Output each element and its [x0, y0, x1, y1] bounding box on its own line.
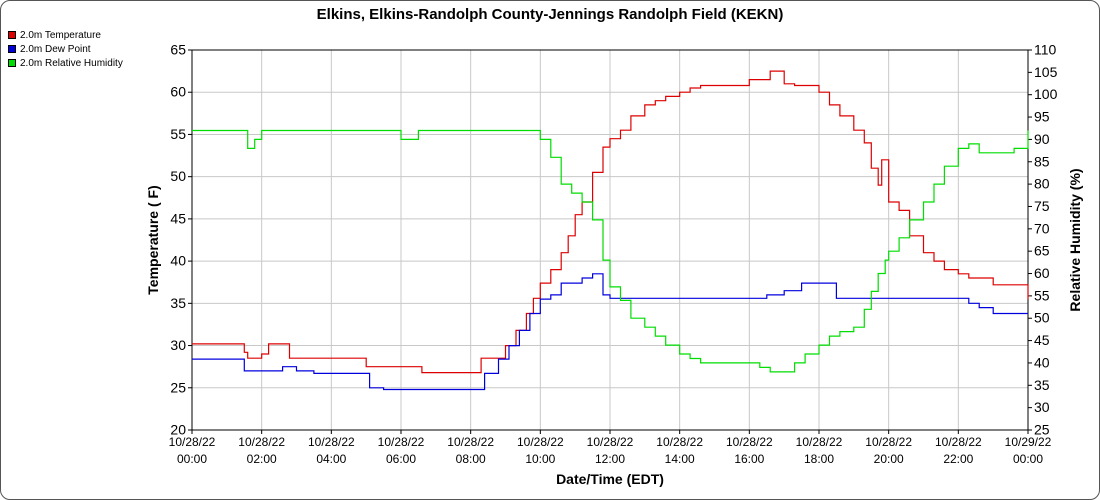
x-tick-label-time: 22:00	[943, 452, 973, 466]
2-0m-relative-humidity-line	[192, 129, 1029, 373]
y-left-tick-label: 50	[170, 168, 186, 184]
x-tick-label-date: 10/28/22	[656, 435, 703, 449]
x-tick-label-date: 10/28/22	[865, 435, 912, 449]
y-right-tick-label: 35	[1034, 377, 1050, 393]
y-right-tick-label: 80	[1034, 176, 1050, 192]
series-lines	[192, 70, 1029, 391]
legend-label-dew-point: 2.0m Dew Point	[20, 43, 91, 55]
x-tick-label-time: 08:00	[456, 452, 486, 466]
chart-title: Elkins, Elkins-Randolph County-Jennings …	[317, 6, 784, 23]
y-right-tick-label: 85	[1034, 153, 1050, 169]
x-tick-label-time: 12:00	[595, 452, 625, 466]
relative-humidity-swatch	[8, 59, 16, 67]
x-tick-label-date: 10/29/22	[1005, 435, 1052, 449]
x-tick-label-date: 10/28/22	[308, 435, 355, 449]
y-axis-right-label: Relative Humidity (%)	[1067, 168, 1083, 311]
y-right-tick-label: 30	[1034, 399, 1050, 415]
2-0m-dew-point-line	[192, 273, 1028, 391]
legend-item-temperature: 2.0m Temperature	[8, 28, 123, 42]
x-tick-label-time: 20:00	[874, 452, 904, 466]
y-right-tick-label: 90	[1034, 131, 1050, 147]
y-right-tick-label: 65	[1034, 243, 1050, 259]
temperature-swatch	[8, 31, 16, 39]
y-left-tick-label: 55	[170, 126, 186, 142]
y-right-tick-label: 100	[1034, 86, 1058, 102]
x-tick-label-date: 10/28/22	[169, 435, 216, 449]
x-tick-label-time: 14:00	[665, 452, 695, 466]
2-0m-temperature-line	[192, 70, 1029, 374]
y-left-tick-label: 40	[170, 253, 186, 269]
legend: 2.0m Temperature 2.0m Dew Point 2.0m Rel…	[8, 28, 123, 70]
y-right-tick-label: 40	[1034, 354, 1050, 370]
x-tick-label-date: 10/28/22	[517, 435, 564, 449]
y-right-tick-label: 50	[1034, 310, 1050, 326]
x-axis-label: Date/Time (EDT)	[556, 471, 664, 487]
x-tick-label-time: 18:00	[804, 452, 834, 466]
y-left-tick-label: 35	[170, 295, 186, 311]
legend-item-dew-point: 2.0m Dew Point	[8, 42, 123, 56]
y-left-tick-label: 45	[170, 210, 186, 226]
x-tick-label-time: 16:00	[734, 452, 764, 466]
axes: 10/28/22 00:00 10/28/22 02:00 10/28/22 04:00 1…	[169, 42, 1058, 467]
y-right-tick-label: 45	[1034, 332, 1050, 348]
y-left-tick-label: 30	[170, 337, 186, 353]
y-right-tick-label: 70	[1034, 220, 1050, 236]
x-tick-label-time: 00:00	[177, 452, 207, 466]
y-right-tick-label: 25	[1034, 422, 1050, 438]
x-tick-label-time: 04:00	[316, 452, 346, 466]
x-tick-label-time: 00:00	[1013, 452, 1043, 466]
legend-label-relative-humidity: 2.0m Relative Humidity	[20, 57, 123, 69]
y-left-tick-label: 20	[170, 422, 186, 438]
x-tick-label-date: 10/28/22	[935, 435, 982, 449]
x-tick-label-date: 10/28/22	[447, 435, 494, 449]
x-tick-label-date: 10/28/22	[726, 435, 773, 449]
x-tick-label-date: 10/28/22	[796, 435, 843, 449]
y-axis-left-label: Temperature ( F)	[145, 185, 161, 294]
y-right-tick-label: 75	[1034, 198, 1050, 214]
y-right-tick-label: 105	[1034, 64, 1058, 80]
x-tick-label-date: 10/28/22	[238, 435, 285, 449]
x-tick-label-time: 06:00	[386, 452, 416, 466]
x-tick-label-time: 10:00	[525, 452, 555, 466]
x-tick-label-date: 10/28/22	[587, 435, 634, 449]
x-tick-label-time: 02:00	[247, 452, 277, 466]
y-right-tick-label: 60	[1034, 265, 1050, 281]
x-tick-label-date: 10/28/22	[378, 435, 425, 449]
y-left-tick-label: 25	[170, 379, 186, 395]
y-right-tick-label: 110	[1034, 42, 1057, 58]
plot-area-border	[191, 49, 1029, 431]
y-right-tick-label: 55	[1034, 287, 1050, 303]
legend-label-temperature: 2.0m Temperature	[20, 29, 101, 41]
y-right-tick-label: 95	[1034, 109, 1050, 125]
dew-point-swatch	[8, 45, 16, 53]
y-left-tick-label: 60	[170, 84, 186, 100]
y-left-tick-label: 65	[170, 42, 186, 58]
legend-item-relative-humidity: 2.0m Relative Humidity	[8, 56, 123, 70]
